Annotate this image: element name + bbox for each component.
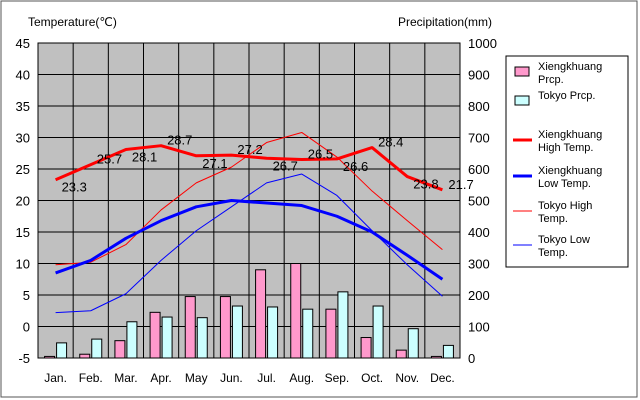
precip-bar xyxy=(91,338,103,359)
precip-bar xyxy=(372,305,384,359)
precip-bar xyxy=(290,263,302,359)
precip-bar xyxy=(149,311,161,359)
x-tick-label: Jul. xyxy=(257,371,276,385)
right-tick-label: 0 xyxy=(468,351,475,366)
left-tick-label: -5 xyxy=(18,351,30,366)
gridlines xyxy=(38,43,460,358)
x-tick-label: Sep. xyxy=(325,371,350,385)
right-tick-label: 900 xyxy=(468,68,490,83)
right-tick-label: 700 xyxy=(468,131,490,146)
right-tick-label: 600 xyxy=(468,162,490,177)
temp-line xyxy=(54,144,443,192)
x-tick-label: Feb. xyxy=(79,371,103,385)
left-tick-label: 30 xyxy=(16,131,30,146)
precipitation-bars xyxy=(44,263,454,359)
x-tick-label: Apr. xyxy=(150,371,171,385)
data-label: 23.8 xyxy=(413,177,438,192)
left-tick-label: 35 xyxy=(16,99,30,114)
data-label: 28.1 xyxy=(132,149,157,164)
legend-swatch xyxy=(514,95,530,106)
right-tick-label: 500 xyxy=(468,194,490,209)
x-tick-label: Nov. xyxy=(395,371,419,385)
precip-bar xyxy=(184,296,196,359)
precip-bar xyxy=(196,317,208,359)
precip-bar xyxy=(114,340,126,359)
precip-bar xyxy=(337,291,349,359)
x-tick-label: Mar. xyxy=(114,371,137,385)
precip-bar xyxy=(231,305,243,359)
right-axis-title: Precipitation(mm) xyxy=(398,15,492,29)
precip-bar xyxy=(161,316,173,359)
precip-bar xyxy=(79,353,91,359)
left-axis-ticks: -5 0 5 10 15 20 25 30 35 40 45 xyxy=(16,36,30,366)
data-label: 26.7 xyxy=(273,158,298,173)
precip-bar xyxy=(395,349,407,359)
legend-label: Tokyo Low Temp. xyxy=(538,234,590,259)
data-labels: 23.3 25.7 28.1 28.7 27.1 27.2 26.7 26.5 26.6 28.4… xyxy=(62,133,474,195)
data-label: 21.7 xyxy=(448,177,473,192)
precip-bar xyxy=(442,344,454,359)
left-tick-label: 25 xyxy=(16,162,30,177)
legend-swatch xyxy=(514,66,530,77)
legend-box xyxy=(505,55,629,268)
x-tick-label: Oct. xyxy=(361,371,383,385)
precip-bar xyxy=(255,269,267,359)
right-tick-label: 1000 xyxy=(468,36,497,51)
data-label: 27.1 xyxy=(202,156,227,171)
legend-label: Xiengkhuang High Temp. xyxy=(538,129,602,154)
data-label: 26.6 xyxy=(343,159,368,174)
right-tick-label: 800 xyxy=(468,99,490,114)
right-tick-label: 400 xyxy=(468,225,490,240)
temp-line xyxy=(55,199,444,281)
temperature-lines xyxy=(54,131,444,314)
left-tick-label: 5 xyxy=(23,288,30,303)
x-tick-label: Jun. xyxy=(220,371,243,385)
left-tick-label: 20 xyxy=(16,194,30,209)
legend-label: Xiengkhuang Low Temp. xyxy=(538,165,602,190)
precip-bar xyxy=(219,296,231,359)
precip-bar xyxy=(407,328,419,359)
left-tick-label: 15 xyxy=(16,225,30,240)
left-tick-label: 0 xyxy=(23,320,30,335)
precip-bar xyxy=(44,355,56,359)
precip-bar xyxy=(360,337,372,359)
x-tick-label: May xyxy=(185,371,208,385)
x-tick-label: Dec. xyxy=(430,371,455,385)
x-tick-label: Jan. xyxy=(44,371,67,385)
legend-label: Xiengkhuang Prcp. xyxy=(538,61,602,86)
left-tick-label: 10 xyxy=(16,257,30,272)
x-axis-ticks: Jan. Feb. Mar. Apr. May Jun. Jul. Aug. Sep. Oct. N… xyxy=(44,371,455,385)
data-label: 28.4 xyxy=(378,135,403,150)
precip-bar xyxy=(302,308,314,359)
precip-bar xyxy=(267,306,279,359)
legend: Xiengkhuang Prcp. Tokyo Prcp. Xiengkhuang Hi… xyxy=(505,55,629,268)
precip-bar xyxy=(56,342,68,359)
data-label: 25.7 xyxy=(97,152,122,167)
precip-bar xyxy=(126,321,138,359)
left-tick-label: 45 xyxy=(16,36,30,51)
x-tick-label: Aug. xyxy=(289,371,314,385)
data-label: 23.3 xyxy=(62,180,87,195)
right-tick-label: 100 xyxy=(468,320,490,335)
data-label: 26.5 xyxy=(308,147,333,162)
right-tick-label: 300 xyxy=(468,257,490,272)
data-label: 27.2 xyxy=(237,142,262,157)
data-label: 28.7 xyxy=(167,133,192,148)
temp-line xyxy=(55,131,443,266)
legend-label: Tokyo Prcp. xyxy=(538,90,595,102)
legend-label: Tokyo High Temp. xyxy=(538,200,592,225)
left-axis-title: Temperature(℃) xyxy=(28,15,117,29)
right-tick-label: 200 xyxy=(468,288,490,303)
left-tick-label: 40 xyxy=(16,68,30,83)
precip-bar xyxy=(325,308,337,359)
precip-bar xyxy=(430,355,442,359)
right-axis-ticks: 0 100 200 300 400 500 600 700 800 900 1000 xyxy=(468,36,497,366)
